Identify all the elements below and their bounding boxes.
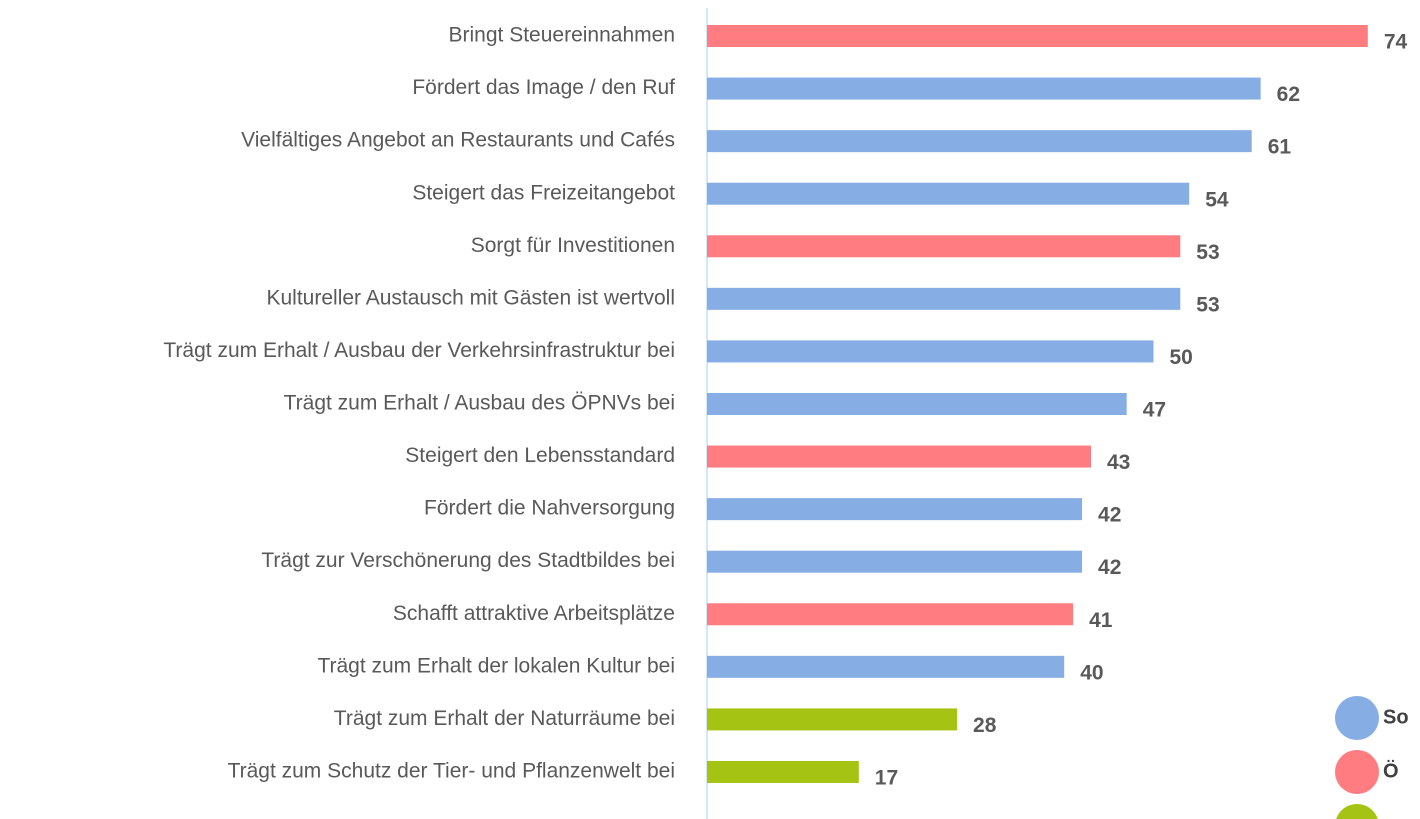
- bar: [707, 550, 1083, 573]
- category-label: Steigert den Lebensstandard: [405, 444, 675, 467]
- value-label: 74: [1384, 31, 1408, 54]
- category-label: Trägt zum Schutz der Tier- und Pflanzenw…: [228, 760, 675, 783]
- category-label: Bringt Steuereinnahmen: [449, 24, 675, 47]
- value-label: 50: [1170, 346, 1193, 369]
- value-label: 41: [1089, 609, 1113, 632]
- value-label: 47: [1143, 399, 1166, 422]
- category-label: Fördert das Image / den Ruf: [412, 76, 675, 99]
- category-label: Trägt zum Erhalt der Naturräume bei: [334, 707, 675, 730]
- value-label: 53: [1196, 241, 1219, 264]
- category-label: Schafft attraktive Arbeitsplätze: [393, 602, 675, 625]
- bar: [707, 25, 1368, 47]
- legend-label: So: [1383, 706, 1409, 728]
- bar: [707, 392, 1127, 415]
- bar: [707, 340, 1154, 363]
- legend-swatch: [1335, 750, 1379, 794]
- bar: [707, 130, 1252, 153]
- bar: [707, 182, 1190, 205]
- value-label: 43: [1107, 451, 1130, 474]
- value-label: 62: [1277, 83, 1300, 106]
- value-label: 42: [1098, 504, 1121, 527]
- legend-label: Ö: [1383, 759, 1399, 782]
- bar: [707, 603, 1074, 626]
- bar: [707, 235, 1181, 258]
- category-label: Sorgt für Investitionen: [471, 234, 675, 257]
- bar: [707, 498, 1083, 521]
- category-label: Vielfältiges Angebot an Restaurants und …: [241, 129, 675, 152]
- category-label: Trägt zum Erhalt / Ausbau der Verkehrsin…: [163, 339, 675, 362]
- category-label: Trägt zum Erhalt der lokalen Kultur bei: [317, 654, 675, 677]
- legend-swatch: [1335, 696, 1379, 740]
- value-label: 53: [1196, 293, 1219, 316]
- bar: [707, 445, 1091, 468]
- category-label: Trägt zum Erhalt / Ausbau des ÖPNVs bei: [284, 392, 675, 415]
- category-label: Steigert das Freizeitangebot: [412, 181, 675, 204]
- value-label: 17: [875, 767, 898, 790]
- category-label: Kultureller Austausch mit Gästen ist wer…: [267, 286, 676, 309]
- value-label: 42: [1098, 556, 1121, 579]
- value-label: 54: [1205, 188, 1229, 211]
- bar: [707, 708, 958, 731]
- category-label: Trägt zur Verschönerung des Stadtbildes …: [261, 549, 675, 572]
- value-label: 28: [973, 714, 997, 737]
- legend-swatch: [1336, 804, 1378, 819]
- value-label: 40: [1080, 661, 1103, 684]
- value-label: 61: [1268, 136, 1292, 159]
- bar: [707, 77, 1261, 100]
- bar: [707, 287, 1181, 310]
- bar: [707, 655, 1065, 678]
- bar: [707, 760, 859, 783]
- category-label: Fördert die Nahversorgung: [424, 497, 675, 520]
